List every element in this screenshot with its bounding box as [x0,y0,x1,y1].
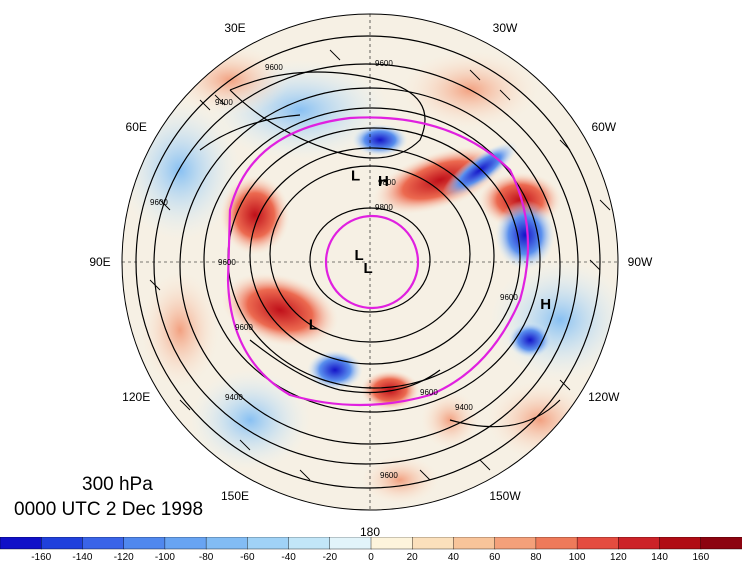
colorbar-tick-label: -120 [114,552,134,561]
contour-label: 9400 [455,403,473,412]
longitude-label: 90E [89,255,110,269]
colorbar-box [205,537,249,550]
colorbar-box [494,537,537,550]
colorbar-tick-label: 160 [692,552,709,561]
colorbar-tick-label: 40 [448,552,460,561]
contour-label: 9400 [215,98,233,107]
colorbar-box [288,537,331,550]
low-pressure-marker: L [351,168,360,185]
colorbar-boxes [0,537,742,550]
colorbar-tick-label: -100 [155,552,175,561]
contour-label: 9400 [225,393,243,402]
colorbar-box [576,537,620,550]
colorbar-box [329,537,372,550]
contour-labels: 9600 9600 9400 9800 9800 9600 9600 9600 9400 9600… [150,59,518,480]
low-pressure-marker: L [355,247,364,264]
colorbar-box [123,537,166,550]
contour-label: 9600 [500,293,518,302]
colorbar-box [535,537,578,550]
colorbar-box [618,537,661,550]
colorbar-box [41,537,84,550]
longitude-label: 180 [360,525,380,539]
colorbar-box [659,537,702,550]
colorbar-tick-label: -20 [323,552,338,561]
colorbar-tick-label: 20 [407,552,419,561]
colorbar-box [247,537,290,550]
longitude-label: 60W [591,120,616,134]
colorbar-tick-label: -40 [281,552,296,561]
low-pressure-marker: L [364,260,373,277]
reference-circles [226,116,530,407]
colorbar-tick-label: 60 [489,552,501,561]
colorbar-tick-label: 100 [569,552,586,561]
colorbar-tick-label: -60 [240,552,255,561]
colorbar-box [370,537,413,550]
longitude-label: 150W [489,489,521,503]
high-pressure-marker: H [540,296,551,313]
longitude-label: 60E [126,120,147,134]
colorbar-tick-label: 80 [530,552,542,561]
colorbar-box [453,537,496,550]
colorbar-tick-label: -80 [199,552,214,561]
colorbar-tick-label: -160 [31,552,51,561]
graticule [122,14,618,510]
colorbar-box [412,537,455,550]
colorbar-box [0,537,42,550]
contour-label: 9600 [375,59,393,68]
contour-label: 9800 [375,203,393,212]
wind-barbs [149,49,611,481]
contour-label: 9800 [378,178,396,187]
colorbar: -160 -140 -120 -100 -80 -60 -40 -20 0 20 40 60 80 100… [0,537,742,561]
contour-label: 9600 [265,63,283,72]
valid-time-title: 0000 UTC 2 Dec 1998 [14,499,204,520]
colorbar-tick-label: 140 [651,552,668,561]
colorbar-box [700,537,742,550]
colorbar-box [82,537,125,550]
contour-label: 9600 [218,258,236,267]
longitude-label: 120W [588,390,620,404]
colorbar-tick-label: 0 [368,552,374,561]
high-pressure-marker: H [378,173,389,190]
colorbar-ticks: -160 -140 -120 -100 -80 -60 -40 -20 0 20 40 60 80 100… [31,552,709,561]
contour-label: 9600 [420,388,438,397]
contour-label: 9600 [380,471,398,480]
pressure-level-title: 300 hPa [82,474,153,495]
colorbar-tick-label: -140 [72,552,92,561]
low-pressure-marker: L [309,317,318,334]
contour-label: 9600 [150,198,168,207]
longitude-label: 120E [122,390,150,404]
longitude-label: 150E [221,489,249,503]
contour-label: 9600 [235,323,253,332]
longitude-labels: 030W60W90W120W150W180150E120E90E60E30E [89,21,653,539]
longitude-label: 90W [628,255,653,269]
colorbar-tick-label: 120 [610,552,627,561]
longitude-label: 30W [493,21,518,35]
longitude-label: 30E [224,21,245,35]
colorbar-box [164,537,207,550]
